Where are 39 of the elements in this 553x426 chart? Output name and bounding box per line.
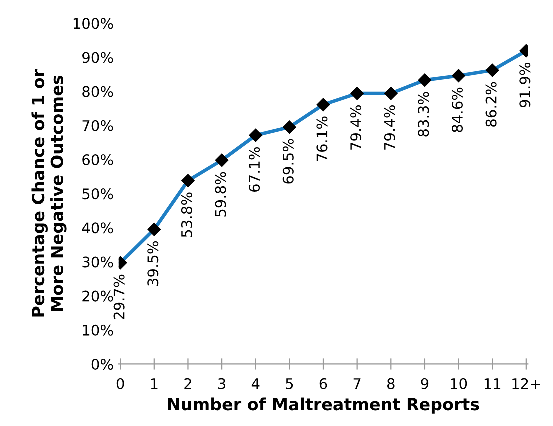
y-tick-label: 100% bbox=[74, 18, 114, 30]
y-tick-label: 10% bbox=[83, 324, 114, 336]
y-tick-label: 20% bbox=[82, 290, 114, 302]
y-axis-title: Percentage Chance of 1 or More Negative Outcomes bbox=[32, 69, 67, 317]
x-axis-title: Number of Maltreatment Reports bbox=[168, 398, 480, 414]
data-label: 83.3% bbox=[418, 92, 430, 137]
y-tick-label: 50% bbox=[82, 188, 114, 200]
data-label: 69.5% bbox=[282, 139, 294, 184]
x-tick-label: 4 bbox=[252, 378, 260, 390]
x-tick-label: 0 bbox=[116, 378, 124, 390]
data-label: 39.5% bbox=[148, 242, 159, 286]
data-label: 59.8% bbox=[215, 172, 226, 217]
y-tick-label: 90% bbox=[82, 52, 114, 64]
x-tick-label: 9 bbox=[421, 378, 429, 390]
y-tick-label: 80% bbox=[82, 86, 114, 98]
x-tick-label: 12+ bbox=[512, 378, 540, 390]
x-tick-label: 2 bbox=[184, 378, 192, 390]
x-tick-label: 3 bbox=[218, 378, 226, 390]
x-tick-label: 8 bbox=[387, 378, 395, 390]
y-tick-label: 0% bbox=[92, 358, 114, 370]
y-tick-label: 40% bbox=[82, 222, 114, 234]
x-tick-label: 11 bbox=[484, 378, 501, 390]
x-tick-label: 5 bbox=[286, 378, 294, 390]
data-label: 79.4% bbox=[350, 106, 362, 150]
data-label: 67.1% bbox=[249, 147, 260, 192]
data-label: 84.6% bbox=[452, 88, 464, 132]
data-label: 91.9% bbox=[520, 62, 531, 108]
data-label: 53.8% bbox=[181, 192, 192, 238]
x-tick-label: 10 bbox=[451, 378, 468, 390]
y-tick-label: 70% bbox=[82, 120, 114, 132]
x-tick-label: 7 bbox=[354, 378, 361, 390]
data-label: 86.2% bbox=[486, 82, 497, 127]
data-label: 29.7% bbox=[114, 274, 125, 320]
y-tick-label: 30% bbox=[82, 256, 114, 268]
y-tick-label: 60% bbox=[82, 154, 114, 166]
data-label: 79.4% bbox=[384, 106, 396, 150]
x-tick-label: 1 bbox=[151, 378, 158, 390]
data-label: 76.1% bbox=[316, 116, 328, 162]
x-tick-label: 6 bbox=[320, 378, 328, 390]
